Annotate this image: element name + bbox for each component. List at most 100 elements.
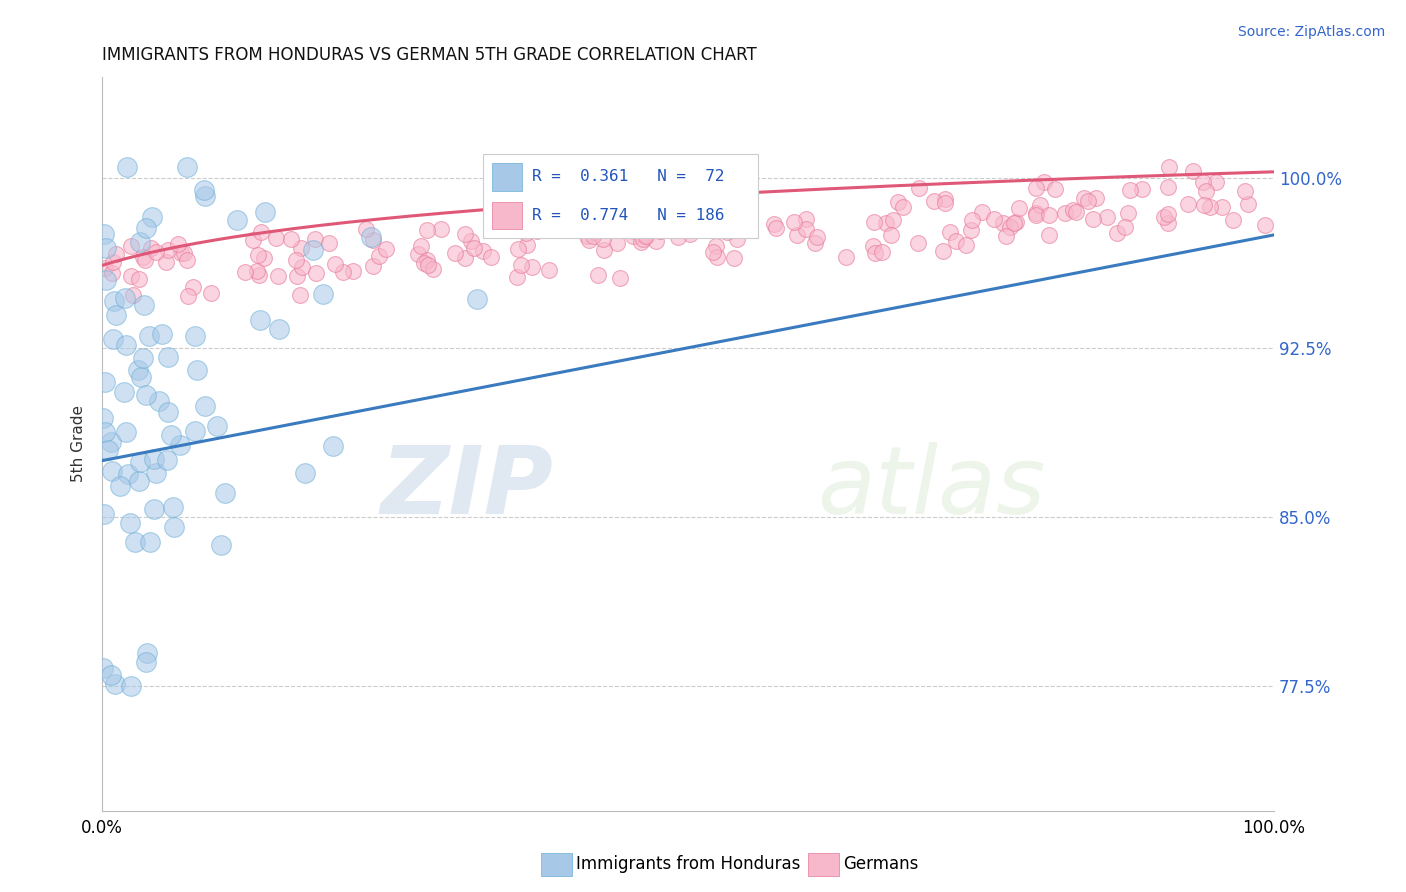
Point	[1191, 175, 1213, 189]
Text: ZIP: ZIP	[381, 442, 554, 533]
Point	[538, 262, 561, 277]
Point	[101, 465, 124, 479]
Point	[96, 241, 118, 255]
Point	[163, 520, 186, 534]
Point	[361, 233, 384, 247]
Point	[1198, 200, 1220, 214]
Point	[1156, 207, 1178, 221]
Point	[416, 252, 439, 267]
Text: R =  0.361   N =  72: R = 0.361 N = 72	[533, 169, 724, 184]
Text: Immigrants from Honduras: Immigrants from Honduras	[576, 855, 801, 873]
Point	[508, 242, 530, 256]
Point	[155, 254, 177, 268]
Point	[367, 250, 389, 264]
Text: Source: ZipAtlas.com: Source: ZipAtlas.com	[1237, 25, 1385, 39]
Point	[623, 228, 645, 243]
Point	[93, 375, 115, 389]
Point	[1038, 208, 1060, 222]
Point	[460, 234, 482, 248]
Point	[290, 288, 312, 302]
Point	[247, 247, 270, 261]
Point	[783, 215, 806, 229]
Point	[526, 224, 548, 238]
Point	[1159, 160, 1181, 174]
Point	[454, 227, 477, 242]
Point	[114, 338, 136, 352]
Point	[735, 211, 758, 225]
Text: atlas: atlas	[817, 442, 1045, 533]
Point	[835, 250, 858, 264]
Point	[939, 225, 962, 239]
Point	[246, 264, 269, 278]
Point	[631, 232, 654, 246]
Point	[650, 224, 672, 238]
Point	[1002, 216, 1025, 230]
Point	[1182, 163, 1205, 178]
Point	[479, 250, 502, 264]
Point	[104, 247, 127, 261]
Point	[934, 195, 956, 210]
Point	[606, 236, 628, 251]
Point	[1194, 198, 1216, 212]
Point	[249, 313, 271, 327]
Point	[422, 262, 444, 277]
Point	[882, 212, 904, 227]
Point	[176, 160, 198, 174]
Point	[205, 419, 228, 434]
Point	[181, 279, 204, 293]
Point	[135, 220, 157, 235]
Point	[666, 230, 689, 244]
Point	[806, 230, 828, 244]
Point	[907, 235, 929, 250]
Point	[124, 535, 146, 549]
Point	[93, 227, 115, 241]
Point	[1233, 184, 1256, 198]
Point	[104, 308, 127, 322]
FancyBboxPatch shape	[484, 154, 758, 238]
Point	[645, 235, 668, 249]
Point	[139, 241, 162, 255]
Point	[108, 479, 131, 493]
Point	[1062, 203, 1084, 218]
Point	[1222, 212, 1244, 227]
Point	[908, 181, 931, 195]
Point	[723, 251, 745, 265]
Point	[1073, 191, 1095, 205]
Point	[703, 213, 725, 227]
Point	[93, 507, 115, 521]
Point	[762, 217, 785, 231]
Point	[582, 229, 605, 244]
Point	[280, 232, 302, 246]
Point	[932, 244, 955, 258]
Point	[1237, 197, 1260, 211]
Point	[247, 268, 270, 282]
Point	[520, 260, 543, 274]
Point	[1025, 181, 1047, 195]
Point	[148, 393, 170, 408]
Point	[100, 267, 122, 281]
Point	[132, 250, 155, 264]
Point	[252, 251, 274, 265]
Point	[411, 238, 433, 252]
Point	[465, 293, 488, 307]
Point	[156, 453, 179, 467]
Point	[592, 197, 614, 211]
Point	[285, 253, 308, 268]
Point	[955, 238, 977, 252]
Point	[1000, 219, 1022, 234]
Point	[678, 215, 700, 229]
Point	[136, 646, 159, 660]
Point	[103, 677, 125, 691]
FancyBboxPatch shape	[492, 162, 522, 191]
Point	[361, 259, 384, 273]
Point	[454, 252, 477, 266]
Point	[169, 246, 191, 260]
Point	[129, 235, 152, 250]
Point	[609, 271, 631, 285]
Point	[1157, 180, 1180, 194]
Point	[134, 298, 156, 312]
Point	[472, 244, 495, 258]
Point	[887, 195, 910, 210]
Point	[786, 227, 808, 242]
Point	[995, 228, 1018, 243]
